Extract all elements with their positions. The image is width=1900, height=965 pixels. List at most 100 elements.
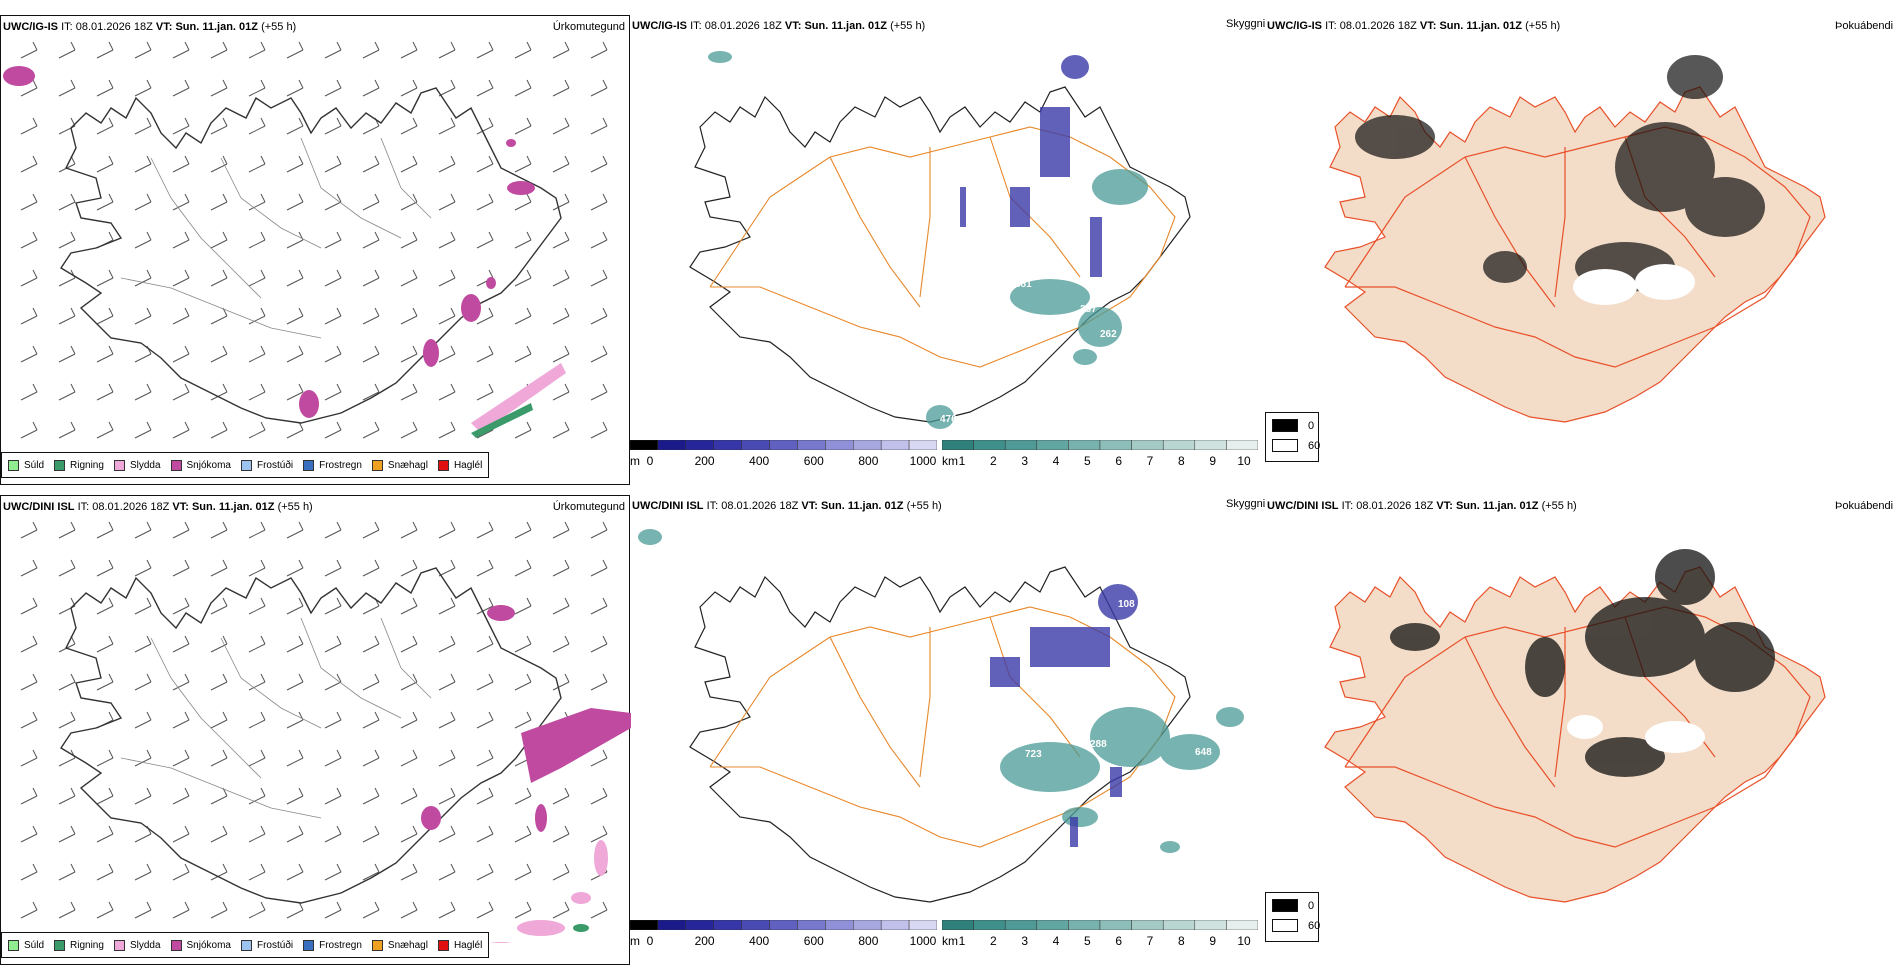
wind-barb <box>476 711 494 729</box>
wind-barb <box>476 863 494 881</box>
colorbar-segment <box>1162 440 1196 450</box>
legend-label: Súld <box>24 939 45 951</box>
wind-barb <box>400 521 418 539</box>
colorbar-tick: 9 <box>1209 454 1216 468</box>
wind-barb <box>172 79 190 97</box>
wind-barb <box>210 41 228 59</box>
wind-barb <box>286 673 304 691</box>
legend-item: Snjókoma <box>170 939 231 951</box>
colorbar-segment <box>880 920 910 930</box>
colorbar-tick: 0 <box>646 934 654 948</box>
fog-indicator-label: Þokuábendi <box>1835 500 1894 512</box>
colorbar-segment <box>1004 440 1038 450</box>
station-value: 723 <box>1025 749 1042 760</box>
wind-barb <box>172 559 190 577</box>
wind-barb <box>134 597 152 615</box>
colorbar-tick: 10 <box>1237 934 1251 948</box>
wind-barb <box>58 79 76 97</box>
wind-barb <box>210 863 228 881</box>
visibility-colorbar: km 1 2 3 4 5 6 7 8 9 10 <box>942 920 1258 950</box>
legend-item: Snæhagl <box>371 939 428 951</box>
station-value: 288 <box>1090 739 1107 750</box>
wind-barb <box>400 825 418 843</box>
precip-type-label: Úrkomutegund <box>552 21 625 33</box>
station-values: 108 723 288 648 <box>1025 599 1212 760</box>
wind-barb <box>400 749 418 767</box>
wind-barb <box>476 117 494 135</box>
wind-barb <box>96 421 114 439</box>
panel-title: UWC/DINI ISL IT: 08.01.2026 18Z VT: Sun.… <box>1267 500 1577 512</box>
wind-barb <box>552 155 570 173</box>
colorbar-tick: 5 <box>1083 934 1091 948</box>
colorbar-segment <box>797 920 826 930</box>
legend-item: Snæhagl <box>371 459 428 471</box>
wind-barb <box>172 269 190 287</box>
wind-barb <box>172 345 190 363</box>
wind-barb <box>248 521 266 539</box>
wind-barb <box>248 559 266 577</box>
colorbar-segment <box>630 440 659 450</box>
wind-barb <box>134 41 152 59</box>
colorbar-tick: 600 <box>803 934 824 948</box>
wind-barb <box>96 307 114 325</box>
colorbar-segment <box>853 920 882 930</box>
wind-barb <box>438 749 456 767</box>
wind-barb <box>248 269 266 287</box>
colorbar-segment <box>825 920 854 930</box>
wind-barb <box>96 521 114 539</box>
colorbar-segment <box>1099 440 1132 450</box>
wind-barb <box>590 749 608 767</box>
colorbar-tick: 800 <box>858 934 879 948</box>
wind-barb <box>438 559 456 577</box>
wind-barb <box>134 155 152 173</box>
wind-barb <box>514 345 532 363</box>
sleet-areas <box>489 840 608 943</box>
wind-barb <box>248 79 266 97</box>
precip-type-legend: Súld Rigning Slydda Snjókoma Frostúði Frostre… <box>1 452 490 478</box>
wind-barb <box>96 825 114 843</box>
legend-item: Frostregn <box>303 459 362 471</box>
wind-barb <box>172 749 190 767</box>
wind-barb <box>96 863 114 881</box>
wind-barb <box>324 787 342 805</box>
fog-legend-label: 60 <box>1308 439 1321 452</box>
colorbar-tick: 1 <box>958 934 966 948</box>
colorbar-segment <box>1131 920 1164 930</box>
wind-barb <box>286 345 304 363</box>
station-value: 476 <box>940 414 957 425</box>
colorbar-tick: 200 <box>694 454 715 468</box>
colorbar-segment <box>713 920 742 930</box>
wind-barb <box>96 41 114 59</box>
wind-barb <box>96 559 114 577</box>
wind-barb <box>476 41 494 59</box>
wind-barb <box>400 269 418 287</box>
wind-barb <box>552 307 570 325</box>
wind-barb <box>210 825 228 843</box>
colorbar-tick: 800 <box>858 454 879 468</box>
colorbar-tick: 10 <box>1237 454 1251 468</box>
wind-barb <box>362 193 380 211</box>
wind-barb <box>324 269 342 287</box>
fog-legend-bottom: 0 60 <box>1265 892 1320 942</box>
wind-barb <box>58 901 76 919</box>
wind-barb <box>590 825 608 843</box>
wind-barb <box>400 559 418 577</box>
wind-barb <box>96 231 114 249</box>
wind-barb <box>96 79 114 97</box>
wind-barb <box>514 421 532 439</box>
legend-item: Haglél <box>437 459 482 471</box>
wind-barb <box>324 863 342 881</box>
wind-barb <box>20 521 38 539</box>
wind-barb <box>400 41 418 59</box>
wind-barb <box>514 193 532 211</box>
colorbar-tick: 1000 <box>909 934 937 948</box>
wind-barb <box>476 787 494 805</box>
fog-legend-swatch <box>1272 919 1298 932</box>
legend-item: Rigning <box>54 939 104 951</box>
colorbar-tick: 0 <box>646 454 654 468</box>
wind-barb <box>96 711 114 729</box>
wind-barb <box>324 79 342 97</box>
wind-barb <box>362 863 380 881</box>
wind-barb <box>172 521 190 539</box>
wind-barb <box>590 41 608 59</box>
